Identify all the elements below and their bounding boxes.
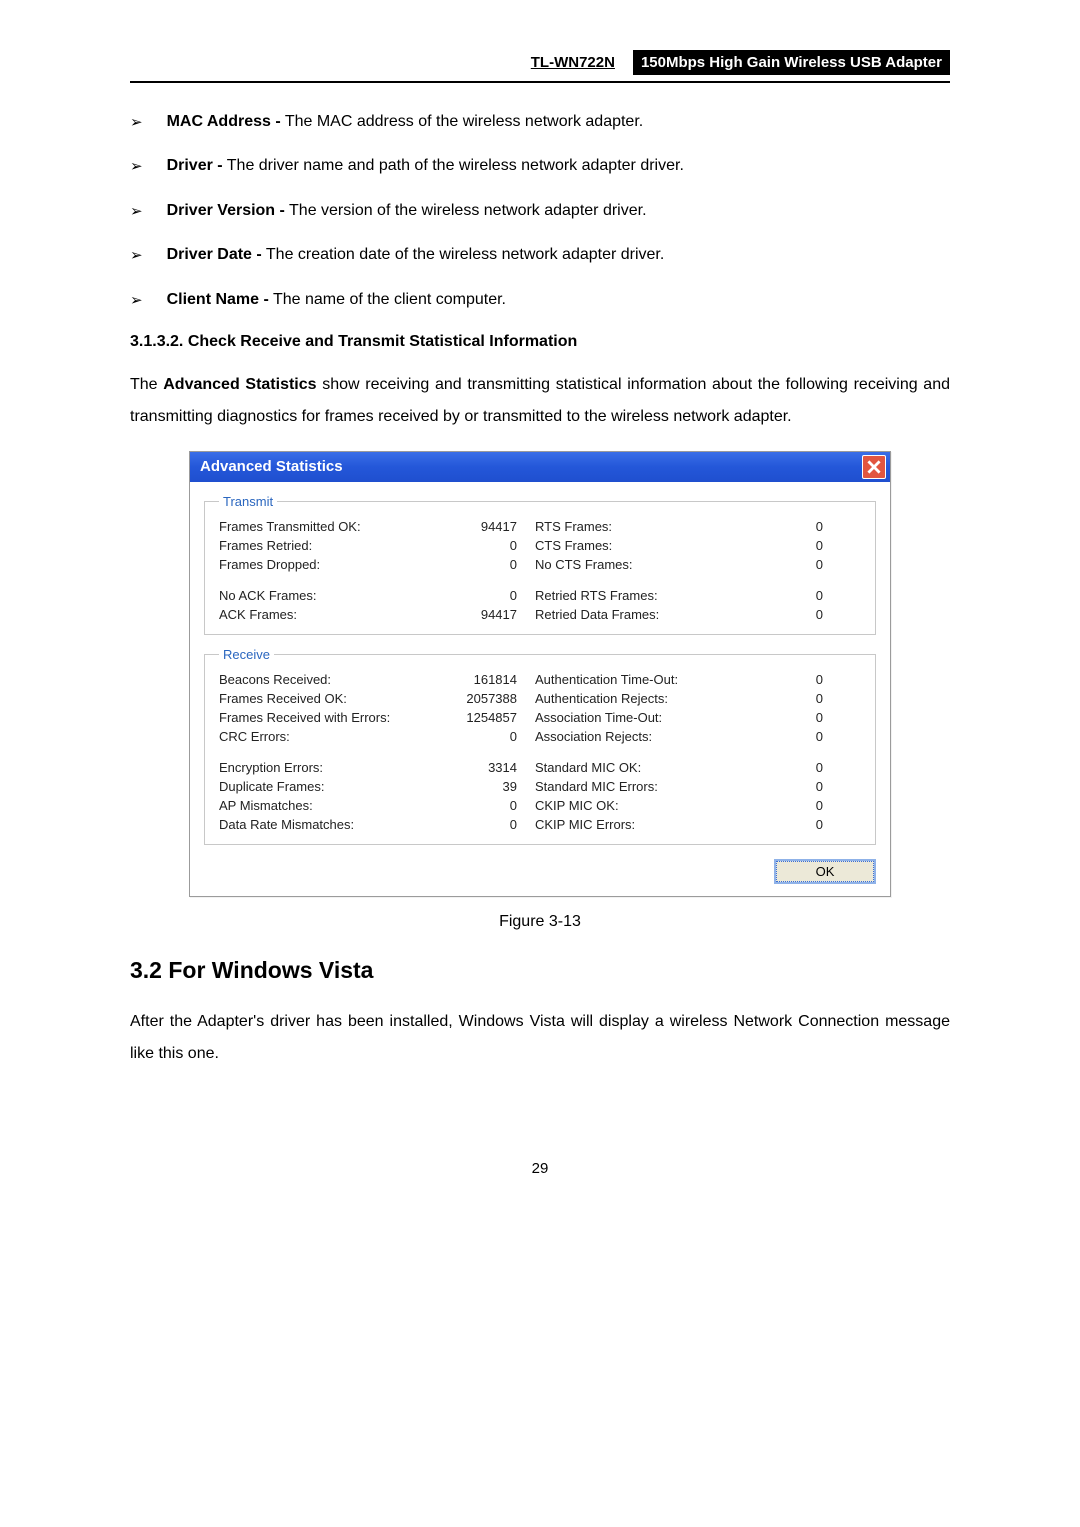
stat-value: 0 xyxy=(753,519,823,534)
section-3-2-heading: 3.2 For Windows Vista xyxy=(130,957,950,984)
stat-value: 161814 xyxy=(447,672,517,687)
stat-label: Association Rejects: xyxy=(535,729,735,744)
stat-label: Retried Data Frames: xyxy=(535,607,735,622)
stat-value: 0 xyxy=(753,729,823,744)
bullet-item: ➢ Driver - The driver name and path of t… xyxy=(130,155,950,177)
bullet-item: ➢ Driver Version - The version of the wi… xyxy=(130,200,950,222)
bullet-label: Driver Date - xyxy=(167,246,262,263)
paragraph-advanced-stats: The Advanced Statistics show receiving a… xyxy=(130,369,950,433)
stat-label: Frames Transmitted OK: xyxy=(219,519,429,534)
stat-value: 0 xyxy=(447,817,517,832)
close-icon xyxy=(867,460,881,474)
stat-label: Frames Received with Errors: xyxy=(219,710,429,725)
stat-label: Authentication Time-Out: xyxy=(535,672,735,687)
bullet-item: ➢ Client Name - The name of the client c… xyxy=(130,289,950,311)
stat-label: ACK Frames: xyxy=(219,607,429,622)
page-number: 29 xyxy=(130,1160,950,1177)
bullet-label: Driver Version - xyxy=(167,202,285,219)
stat-value: 0 xyxy=(753,691,823,706)
stat-value: 0 xyxy=(753,760,823,775)
stat-value: 0 xyxy=(753,588,823,603)
stat-label: Retried RTS Frames: xyxy=(535,588,735,603)
bullet-glyph: ➢ xyxy=(130,111,143,133)
stat-value: 0 xyxy=(753,779,823,794)
stat-label: CTS Frames: xyxy=(535,538,735,553)
stat-label: Beacons Received: xyxy=(219,672,429,687)
bullet-text: The name of the client computer. xyxy=(269,291,506,308)
stat-label: Frames Dropped: xyxy=(219,557,429,572)
para-bold: Advanced Statistics xyxy=(163,376,316,393)
stat-value: 0 xyxy=(447,557,517,572)
stat-label: Standard MIC Errors: xyxy=(535,779,735,794)
bullet-glyph: ➢ xyxy=(130,155,143,177)
bullet-label: MAC Address - xyxy=(167,113,281,130)
stat-label: Frames Retried: xyxy=(219,538,429,553)
stat-value: 0 xyxy=(753,538,823,553)
stat-label: Authentication Rejects: xyxy=(535,691,735,706)
stat-value: 0 xyxy=(447,538,517,553)
stat-label: No ACK Frames: xyxy=(219,588,429,603)
stat-value: 39 xyxy=(447,779,517,794)
ok-button[interactable]: OK xyxy=(776,861,874,882)
stat-value: 94417 xyxy=(447,607,517,622)
stat-label: Frames Received OK: xyxy=(219,691,429,706)
advanced-statistics-dialog: Advanced Statistics Transmit Frames Tran… xyxy=(189,451,891,897)
stat-label: Duplicate Frames: xyxy=(219,779,429,794)
stat-label: AP Mismatches: xyxy=(219,798,429,813)
stat-value: 0 xyxy=(447,798,517,813)
dialog-title: Advanced Statistics xyxy=(200,458,343,475)
stat-label: CRC Errors: xyxy=(219,729,429,744)
stat-value: 0 xyxy=(753,798,823,813)
bullet-glyph: ➢ xyxy=(130,200,143,222)
stat-label: CKIP MIC Errors: xyxy=(535,817,735,832)
stat-value: 0 xyxy=(753,557,823,572)
para-text: The xyxy=(130,376,163,393)
header-model: TL-WN722N xyxy=(531,54,615,75)
bullet-text: The MAC address of the wireless network … xyxy=(281,113,644,130)
stat-value: 0 xyxy=(753,607,823,622)
stat-label: CKIP MIC OK: xyxy=(535,798,735,813)
stat-label: Data Rate Mismatches: xyxy=(219,817,429,832)
stat-value: 0 xyxy=(447,729,517,744)
stat-value: 2057388 xyxy=(447,691,517,706)
bullet-glyph: ➢ xyxy=(130,244,143,266)
receive-legend: Receive xyxy=(219,647,274,662)
transmit-group: Transmit Frames Transmitted OK: 94417 RTS… xyxy=(204,494,876,635)
stat-label: Association Time-Out: xyxy=(535,710,735,725)
paragraph-vista: After the Adapter's driver has been inst… xyxy=(130,1006,950,1070)
bullet-label: Driver - xyxy=(167,157,223,174)
close-button[interactable] xyxy=(862,455,886,479)
stat-value: 94417 xyxy=(447,519,517,534)
stat-value: 0 xyxy=(753,817,823,832)
stat-label: RTS Frames: xyxy=(535,519,735,534)
bullet-item: ➢ MAC Address - The MAC address of the w… xyxy=(130,111,950,133)
stat-label: Encryption Errors: xyxy=(219,760,429,775)
stat-value: 0 xyxy=(447,588,517,603)
transmit-legend: Transmit xyxy=(219,494,277,509)
bullet-text: The version of the wireless network adap… xyxy=(285,202,647,219)
section-heading: 3.1.3.2. Check Receive and Transmit Stat… xyxy=(130,333,950,351)
bullet-text: The driver name and path of the wireless… xyxy=(223,157,684,174)
header-rule xyxy=(130,81,950,83)
stat-label: Standard MIC OK: xyxy=(535,760,735,775)
stat-value: 0 xyxy=(753,710,823,725)
header-desc: 150Mbps High Gain Wireless USB Adapter xyxy=(633,50,950,75)
dialog-titlebar: Advanced Statistics xyxy=(190,452,890,482)
bullet-text: The creation date of the wireless networ… xyxy=(262,246,665,263)
bullet-glyph: ➢ xyxy=(130,289,143,311)
bullet-label: Client Name - xyxy=(167,291,269,308)
stat-value: 3314 xyxy=(447,760,517,775)
stat-value: 0 xyxy=(753,672,823,687)
figure-caption: Figure 3-13 xyxy=(130,913,950,931)
stat-value: 1254857 xyxy=(447,710,517,725)
receive-group: Receive Beacons Received: 161814 Authenti… xyxy=(204,647,876,845)
stat-label: No CTS Frames: xyxy=(535,557,735,572)
bullet-item: ➢ Driver Date - The creation date of the… xyxy=(130,244,950,266)
